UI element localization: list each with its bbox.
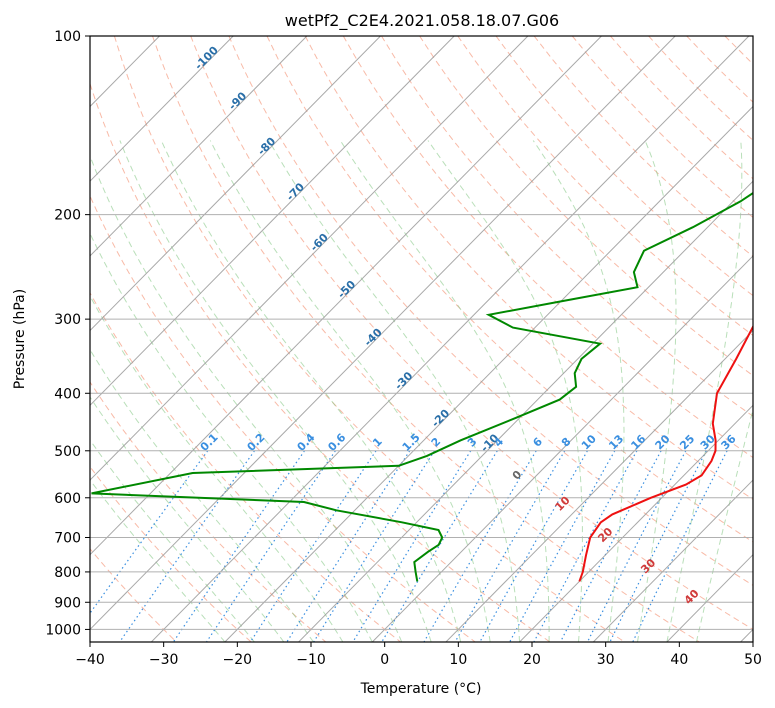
dry-adiabat-line: [90, 82, 551, 642]
y-tick-label: 700: [54, 531, 81, 547]
mixing-ratio-line: [479, 450, 588, 642]
series-layer: [91, 191, 753, 582]
mixing-ratio-line: [249, 450, 377, 642]
dry-adiabat-line: [90, 381, 327, 642]
y-tick-label: 100: [54, 29, 81, 45]
mixing-ratio-line: [559, 450, 662, 642]
x-tick-label: −40: [75, 652, 105, 668]
dry-adiabat-line: [190, 36, 753, 630]
mixing-ratio-line: [533, 450, 638, 642]
mixing-ratio-line: [586, 450, 687, 642]
temperature-line: [578, 324, 753, 582]
y-tick-label: 500: [54, 444, 81, 460]
isotherm-line: [224, 105, 753, 642]
y-axis-title: Pressure (hPa): [12, 289, 28, 389]
mixing-ratio-line: [381, 450, 498, 642]
dry-adiabat-line: [90, 465, 252, 642]
dry-adiabat-line: [495, 36, 753, 297]
x-tick-label: 0: [380, 652, 389, 668]
mixing-ratio-line: [454, 450, 566, 642]
dry-adiabat-line: [228, 36, 753, 586]
isotherm-line: [90, 36, 676, 631]
y-tick-label: 300: [54, 312, 81, 328]
isotherm-line: [592, 479, 753, 642]
x-tick-label: 30: [597, 652, 615, 668]
dry-adiabat-line: [457, 36, 753, 337]
y-tick-label: 1000: [45, 622, 81, 638]
x-tick-label: −20: [223, 652, 253, 668]
x-tick-label: −10: [296, 652, 326, 668]
y-tick-label: 900: [54, 595, 81, 611]
x-axis-title: Temperature (°C): [360, 681, 482, 697]
plot-frame: [89, 35, 754, 643]
mixing-ratio-line: [609, 450, 707, 642]
dry-adiabat-line: [763, 36, 775, 642]
mixing-ratio-line: [313, 450, 436, 642]
isotherm-line: [90, 36, 529, 481]
dry-adiabat-line: [90, 547, 177, 642]
y-tick-label: 400: [54, 386, 81, 402]
isotherm-line: [90, 36, 308, 257]
x-tick-label: 20: [523, 652, 541, 668]
y-tick-label: 600: [54, 491, 81, 507]
mixing-ratio-line: [509, 450, 616, 642]
x-tick-label: 50: [744, 652, 762, 668]
isotherm-line: [90, 36, 455, 407]
isotherm-line: [90, 36, 381, 332]
y-tick-label: 200: [54, 208, 81, 224]
dry-adiabat-line: [152, 36, 700, 642]
isotherm-line: [519, 404, 753, 642]
isotherm-line: [150, 36, 750, 642]
isotherm-line: [371, 255, 753, 642]
chart-title: wetPf2_C2E4.2021.058.18.07.G06: [285, 11, 559, 31]
isotherm-line: [0, 36, 12, 642]
dry-adiabat-line: [342, 36, 753, 459]
x-axis: −40 −30 −20 −10 0 10 20 30 40 50: [75, 642, 762, 668]
isotherm-line: [90, 36, 602, 556]
isotherm-line: [445, 329, 753, 642]
isotherm-line: [298, 180, 753, 642]
dewpoint-line: [91, 191, 753, 582]
x-tick-label: 40: [670, 652, 688, 668]
dry-adiabat-line: [90, 194, 476, 642]
mixing-ratio-line: [286, 450, 411, 642]
dry-adiabat-line: [304, 36, 753, 500]
y-axis: 100 200 300 400 500 600 700 800 900 1000: [45, 29, 90, 638]
x-tick-label: −30: [149, 652, 179, 668]
mixing-ratio-line: [90, 450, 209, 615]
isotherm-line: [90, 36, 234, 182]
x-tick-label: 10: [449, 652, 467, 668]
y-tick-label: 800: [54, 565, 81, 581]
dry-adiabat-line: [266, 36, 753, 543]
mixing-ratio-line: [172, 450, 305, 642]
dry-adiabat-line: [113, 36, 625, 642]
mixing-ratio-line: [423, 450, 537, 642]
